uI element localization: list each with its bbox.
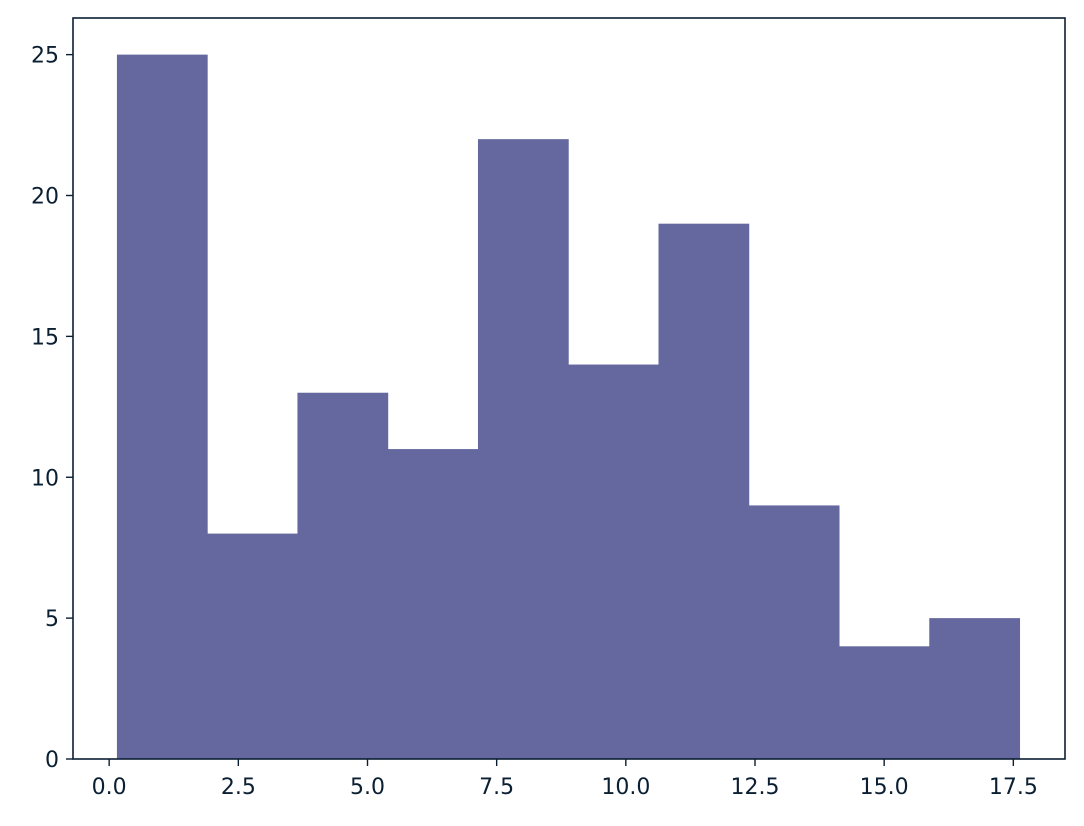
x-tick-label: 15.0	[860, 775, 909, 800]
y-tick-label: 20	[31, 185, 59, 210]
histogram-bar	[477, 139, 569, 759]
bars-group	[116, 54, 1021, 759]
x-tick-label: 17.5	[989, 775, 1038, 800]
histogram-bar	[568, 364, 659, 759]
histogram-bar	[658, 223, 750, 759]
x-tick-label: 0.0	[92, 775, 127, 800]
y-tick-label: 10	[31, 466, 59, 491]
histogram-bar	[748, 505, 840, 759]
y-tick-label: 25	[31, 44, 59, 69]
x-tick-label: 12.5	[731, 775, 780, 800]
x-tick-label: 5.0	[350, 775, 385, 800]
y-tick-label: 15	[31, 325, 59, 350]
plot-frame	[72, 17, 1066, 760]
y-axis: 0 5 10 15 20 25	[31, 44, 73, 773]
histogram-bar	[929, 618, 1021, 759]
histogram-bar	[116, 54, 208, 759]
histogram-bar	[297, 392, 389, 759]
x-tick-label: 2.5	[221, 775, 256, 800]
histogram-bar	[839, 646, 930, 759]
x-axis: 0.0 2.5 5.0 7.5 10.0 12.5 15.0 17.5	[92, 759, 1038, 800]
y-tick-label: 0	[45, 748, 59, 773]
x-tick-label: 7.5	[479, 775, 514, 800]
x-tick-label: 10.0	[601, 775, 650, 800]
histogram-bar	[207, 533, 298, 759]
histogram-bar	[387, 449, 479, 759]
y-tick-label: 5	[45, 607, 59, 632]
